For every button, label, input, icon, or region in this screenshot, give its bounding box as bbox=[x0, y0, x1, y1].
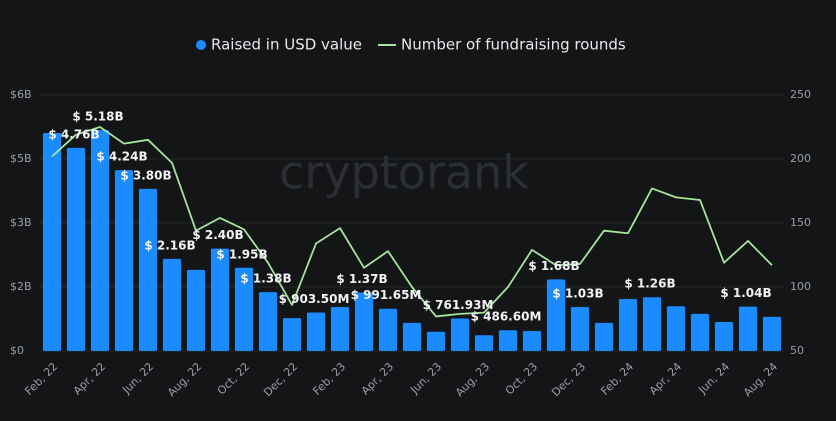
bar bbox=[354, 292, 374, 351]
data-label: $ 1.04B bbox=[720, 286, 771, 300]
bar bbox=[114, 170, 134, 351]
bar bbox=[210, 248, 230, 351]
bar bbox=[594, 322, 614, 351]
bar bbox=[666, 306, 686, 351]
line-layer bbox=[51, 126, 773, 318]
data-label: $ 4.76B bbox=[48, 127, 99, 141]
bars bbox=[42, 129, 782, 351]
data-label: $ 1.95B bbox=[216, 247, 267, 261]
y2-tick-label: 150 bbox=[790, 216, 811, 229]
y-tick-label: $2B bbox=[10, 280, 32, 293]
bar bbox=[522, 330, 542, 351]
bar bbox=[714, 321, 734, 351]
bar bbox=[234, 267, 254, 351]
y2-tick-label: 200 bbox=[790, 152, 811, 165]
bar bbox=[762, 316, 782, 351]
bar bbox=[402, 322, 422, 351]
data-label: $ 3.80B bbox=[120, 168, 171, 182]
bar bbox=[690, 313, 710, 351]
data-label: $ 991.65M bbox=[351, 288, 422, 302]
data-label: $ 2.40B bbox=[192, 228, 243, 242]
data-label: $ 1.03B bbox=[552, 287, 603, 301]
bar bbox=[282, 318, 302, 351]
data-label: $ 2.16B bbox=[144, 238, 195, 252]
y2-tick-label: 250 bbox=[790, 88, 811, 101]
data-label: $ 761.93M bbox=[423, 298, 494, 312]
bar bbox=[378, 308, 398, 351]
data-label: $ 903.50M bbox=[279, 292, 350, 306]
y2-tick-label: 50 bbox=[790, 344, 804, 357]
data-label: $ 1.38B bbox=[240, 272, 291, 286]
bar bbox=[330, 307, 350, 351]
bar bbox=[570, 307, 590, 351]
bar bbox=[426, 331, 446, 351]
y-tick-label: $5B bbox=[10, 152, 32, 165]
labels: $ 4.76B $ 5.18B $ 4.24B $ 3.80B $ 2.16B$ 2.4… bbox=[48, 109, 771, 323]
bar bbox=[42, 132, 62, 351]
bar bbox=[90, 129, 110, 351]
y2-tick-label: 100 bbox=[790, 280, 811, 293]
legend-label: Number of fundraising rounds bbox=[401, 36, 626, 54]
bar bbox=[474, 335, 494, 351]
data-label: $ 1.26B bbox=[624, 277, 675, 291]
bar bbox=[738, 306, 758, 351]
bar bbox=[66, 147, 86, 351]
bar bbox=[306, 312, 326, 351]
legend-swatch-bar bbox=[196, 40, 206, 50]
bar bbox=[186, 269, 206, 351]
data-label: $ 1.68B bbox=[528, 259, 579, 273]
y-tick-label: $0 bbox=[10, 344, 24, 357]
line bbox=[51, 126, 773, 318]
bar bbox=[498, 330, 518, 351]
legend-label: Raised in USD value bbox=[211, 36, 362, 54]
bar bbox=[642, 297, 662, 351]
bar bbox=[546, 279, 566, 351]
bar bbox=[162, 258, 182, 351]
bar bbox=[258, 292, 278, 351]
y-tick-label: $3B bbox=[10, 216, 32, 229]
bar bbox=[618, 298, 638, 351]
bar bbox=[450, 318, 470, 351]
data-label: $ 486.60M bbox=[471, 310, 542, 324]
y-tick-label: $6B bbox=[10, 88, 32, 101]
data-label: $ 4.24B bbox=[96, 150, 147, 164]
bar bbox=[138, 188, 158, 351]
watermark: cryptorank bbox=[279, 146, 529, 200]
data-label: $ 1.37B bbox=[336, 272, 387, 286]
data-label: $ 5.18B bbox=[72, 109, 123, 123]
